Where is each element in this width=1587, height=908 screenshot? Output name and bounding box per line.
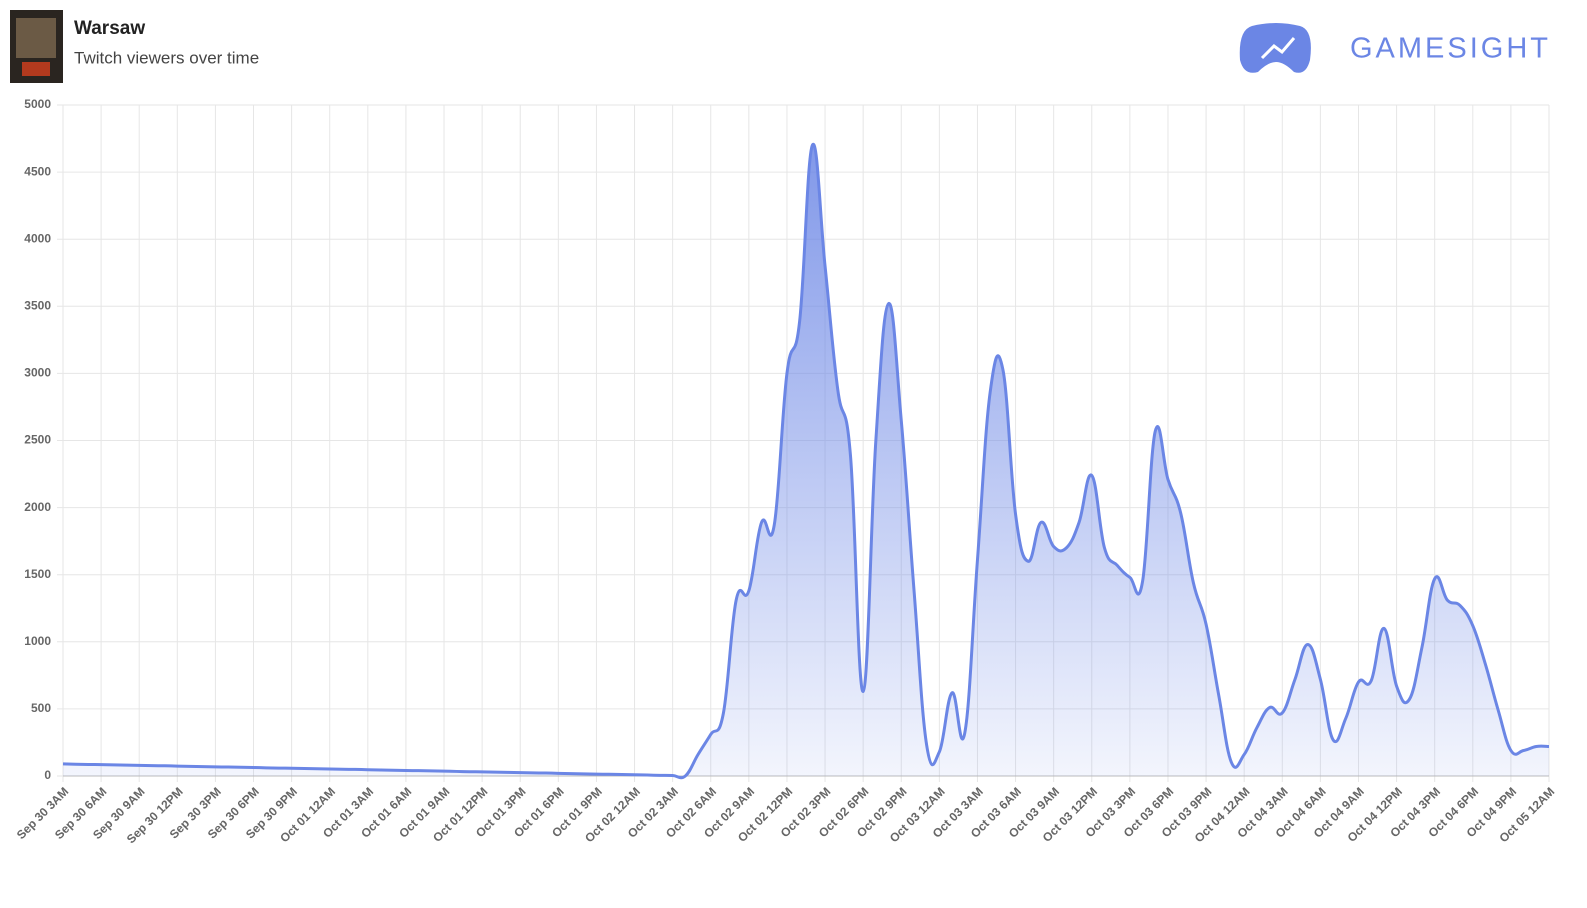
y-tick-label: 2500	[24, 433, 51, 447]
y-tick-label: 2000	[24, 500, 51, 514]
y-tick-label: 3000	[24, 366, 51, 380]
subtitle: Twitch viewers over time	[74, 48, 259, 67]
y-tick-label: 4500	[24, 164, 51, 178]
y-tick-label: 5000	[24, 97, 51, 111]
y-tick-label: 1000	[24, 634, 51, 648]
thumbnail	[10, 10, 63, 83]
y-tick-label: 0	[44, 768, 51, 782]
y-tick-label: 500	[31, 701, 51, 715]
area-fill	[63, 144, 1549, 778]
brand: GAMESIGHT	[1350, 33, 1551, 65]
y-tick-label: 1500	[24, 567, 51, 581]
line	[62, 142, 1550, 780]
y-tick-label: 3500	[24, 298, 51, 312]
logo-icon	[1239, 23, 1311, 73]
title: Warsaw	[74, 18, 145, 39]
y-tick-label: 4000	[24, 231, 51, 245]
